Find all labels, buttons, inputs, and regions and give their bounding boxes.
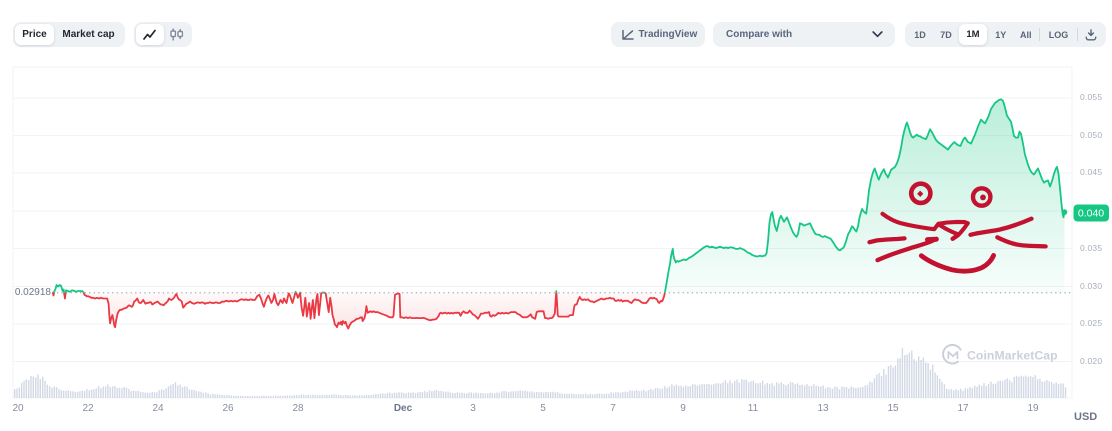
svg-text:0.040: 0.040 bbox=[1078, 208, 1104, 220]
svg-text:CoinMarketCap: CoinMarketCap bbox=[967, 349, 1058, 363]
